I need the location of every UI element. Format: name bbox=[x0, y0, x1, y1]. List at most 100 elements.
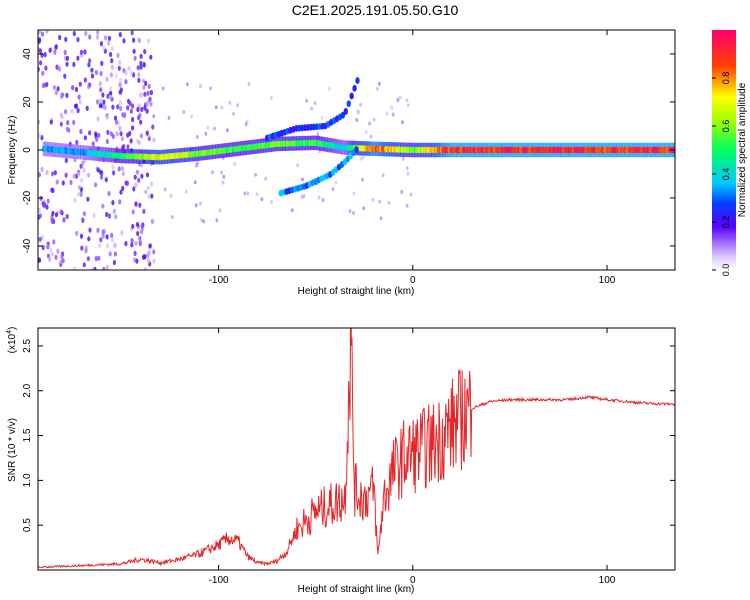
spectrogram-noise-blob bbox=[96, 227, 100, 233]
spectrogram-noise-blob bbox=[72, 173, 76, 179]
spectrogram-noise-blob bbox=[193, 180, 197, 185]
spectrogram-noise-blob bbox=[65, 213, 69, 220]
spectrogram-noise-blob bbox=[146, 186, 150, 191]
snr-multiplier-base: (x10 bbox=[7, 333, 18, 353]
spectrogram-noise-blob bbox=[63, 109, 68, 115]
x-tick-label: 0 bbox=[410, 575, 416, 586]
spectrogram-noise-blob bbox=[327, 86, 331, 91]
spectrogram-noise-blob bbox=[59, 209, 63, 215]
spectrogram-noise-blob bbox=[60, 114, 64, 120]
spectrogram-noise-blob bbox=[48, 47, 52, 53]
spectrogram-noise-blob bbox=[149, 89, 153, 96]
spectrogram-noise-blob bbox=[53, 49, 57, 55]
spectrogram-noise-blob bbox=[400, 189, 404, 194]
spectrogram-noise-blob bbox=[371, 197, 375, 202]
spectrogram-noise-blob bbox=[361, 177, 364, 182]
spectrogram-noise-blob bbox=[133, 174, 137, 180]
y-tick-label: 2.5 bbox=[22, 339, 33, 353]
spectrogram-noise-blob bbox=[228, 100, 232, 105]
spectrogram-noise-blob bbox=[102, 45, 106, 51]
spectrogram-noise-blob bbox=[186, 82, 189, 87]
spectrogram-noise-blob bbox=[142, 62, 146, 68]
spectrogram-noise-blob bbox=[65, 92, 69, 98]
spectrogram-noise-blob bbox=[95, 99, 100, 105]
y-tick-label: -20 bbox=[22, 190, 33, 205]
spectrogram-noise-blob bbox=[139, 60, 143, 66]
spectrogram-noise-blob bbox=[152, 137, 156, 143]
spectrogram-noise-blob bbox=[195, 134, 199, 139]
spectrogram-noise-blob bbox=[38, 133, 42, 139]
spectrogram-noise-blob bbox=[390, 105, 394, 110]
spectrogram-noise-blob bbox=[130, 30, 134, 36]
spectrogram-x-axis-label: Height of straight line (km) bbox=[298, 286, 415, 297]
spectrogram-noise-blob bbox=[119, 105, 123, 112]
spectrogram-noise-blob bbox=[64, 36, 68, 43]
spectrogram-noise-blob bbox=[112, 208, 116, 214]
spectrogram-noise-blob bbox=[377, 81, 381, 86]
spectrogram-noise-blob bbox=[148, 243, 152, 249]
spectrogram-noise-blob bbox=[104, 35, 108, 41]
spectrogram-noise-blob bbox=[362, 206, 366, 211]
spectrogram-noise-blob bbox=[79, 163, 83, 169]
spectrogram-noise-blob bbox=[78, 81, 82, 87]
spectrogram-noise-blob bbox=[398, 95, 402, 100]
spectrogram-noise-blob bbox=[98, 169, 103, 175]
spectrogram-branch-cell bbox=[352, 84, 357, 92]
spectrogram-noise-blob bbox=[356, 109, 360, 114]
spectrogram-noise-blob bbox=[301, 177, 304, 182]
spectrogram-noise-blob bbox=[79, 233, 84, 239]
spectrogram-noise-blob bbox=[62, 217, 66, 223]
spectrogram-noise-blob bbox=[54, 254, 58, 260]
spectrogram-noise-blob bbox=[316, 131, 320, 136]
spectrogram-noise-blob bbox=[352, 211, 355, 215]
spectrogram-noise-blob bbox=[132, 48, 136, 54]
spectrogram-noise-blob bbox=[381, 173, 385, 178]
spectrogram-noise-blob bbox=[131, 116, 135, 123]
spectrogram-noise-blob bbox=[110, 232, 114, 238]
snr-series-line bbox=[38, 328, 675, 569]
spectrogram-noise-blob bbox=[137, 140, 141, 146]
spectrogram-noise-blob bbox=[140, 229, 144, 235]
spectrogram-noise-blob bbox=[43, 52, 47, 58]
spectrogram-noise-blob bbox=[102, 266, 106, 270]
spectrogram-noise-blob bbox=[247, 81, 251, 86]
spectrogram-noise-blob bbox=[49, 247, 53, 253]
spectrogram-noise-blob bbox=[105, 76, 109, 82]
spectrogram-noise-blob bbox=[137, 37, 141, 44]
spectrogram-noise-blob bbox=[88, 58, 92, 64]
spectrogram-noise-blob bbox=[145, 130, 149, 136]
spectrogram-noise-blob bbox=[115, 131, 119, 137]
spectrogram-noise-blob bbox=[132, 186, 136, 192]
spectrogram-noise-blob bbox=[109, 131, 113, 137]
spectrogram-noise-blob bbox=[76, 55, 80, 61]
y-tick-label: 1.0 bbox=[22, 473, 33, 487]
spectrogram-noise-blob bbox=[107, 35, 112, 41]
spectrogram-noise-blob bbox=[146, 38, 151, 44]
spectrogram-noise-blob bbox=[88, 130, 92, 136]
spectrogram-noise-blob bbox=[61, 180, 65, 186]
spectrogram-noise-blob bbox=[90, 73, 95, 79]
spectrogram-noise-blob bbox=[369, 134, 373, 139]
spectrogram-branch-cell bbox=[346, 100, 351, 108]
spectrogram-noise-blob bbox=[364, 130, 368, 134]
spectrogram-noise-blob bbox=[107, 190, 111, 197]
spectrogram-noise-blob bbox=[67, 127, 71, 133]
spectrogram-noise-blob bbox=[199, 84, 202, 89]
spectrogram-noise-blob bbox=[88, 34, 92, 40]
spectrogram-branch-cell bbox=[340, 111, 346, 119]
spectrogram-noise-blob bbox=[97, 132, 101, 138]
spectrogram-noise-blob bbox=[137, 72, 141, 78]
spectrogram-noise-blob bbox=[244, 122, 248, 127]
spectrogram-noise-blob bbox=[134, 240, 138, 246]
spectrogram-noise-blob bbox=[144, 190, 148, 194]
spectrogram-noise-blob bbox=[72, 119, 76, 126]
spectrogram-noise-blob bbox=[87, 62, 91, 68]
spectrogram-noise-blob bbox=[111, 237, 115, 243]
spectrogram-noise-blob bbox=[139, 53, 143, 59]
spectrogram-noise-blob bbox=[95, 34, 99, 40]
spectrogram-noise-blob bbox=[352, 191, 356, 196]
spectrogram-noise-blob bbox=[125, 180, 130, 186]
spectrogram-noise-blob bbox=[142, 208, 146, 214]
spectrogram-noise-blob bbox=[182, 110, 186, 114]
spectrogram-noise-blob bbox=[118, 99, 123, 106]
